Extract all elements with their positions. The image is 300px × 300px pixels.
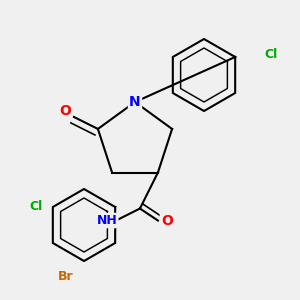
Text: N: N [129,95,141,109]
Text: Cl: Cl [29,200,43,214]
Text: Br: Br [58,269,74,283]
Text: Cl: Cl [264,47,277,61]
Text: O: O [59,104,71,118]
Text: NH: NH [97,214,117,227]
Text: O: O [161,214,173,228]
